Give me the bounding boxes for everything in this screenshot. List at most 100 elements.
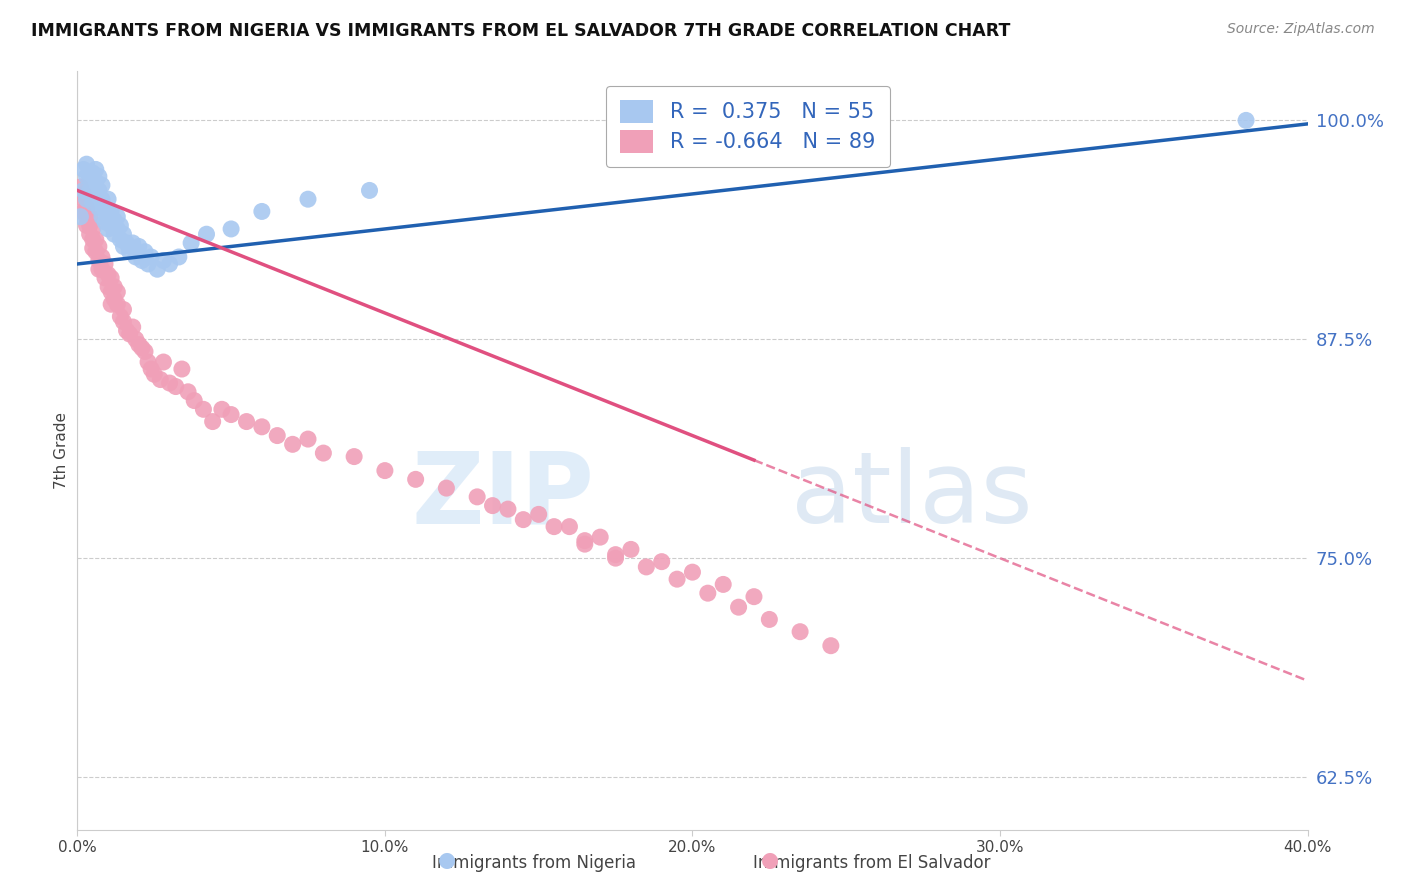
- Point: [82, 195, 104, 210]
- Point: [201, 415, 224, 429]
- Point: [97, 222, 120, 236]
- Point: [727, 600, 749, 615]
- Point: [112, 302, 135, 317]
- Point: [666, 572, 689, 586]
- Point: [183, 393, 205, 408]
- Point: [112, 227, 135, 242]
- Point: [235, 415, 257, 429]
- Point: [1234, 113, 1257, 128]
- Point: [97, 192, 120, 206]
- Point: [152, 253, 174, 268]
- Text: Immigrants from El Salvador: Immigrants from El Salvador: [754, 855, 990, 872]
- Point: [574, 537, 596, 551]
- Point: [250, 204, 273, 219]
- Y-axis label: 7th Grade: 7th Grade: [53, 412, 69, 489]
- Point: [100, 297, 122, 311]
- Point: [343, 450, 366, 464]
- Point: [79, 210, 101, 224]
- Point: [82, 166, 104, 180]
- Point: [405, 472, 427, 486]
- Point: [87, 253, 110, 268]
- Point: [250, 419, 273, 434]
- Point: [128, 239, 150, 253]
- Point: [84, 244, 107, 259]
- Point: [121, 320, 143, 334]
- Point: [79, 219, 101, 233]
- Point: [87, 262, 110, 277]
- Point: [90, 192, 114, 206]
- Point: [605, 548, 627, 562]
- Point: [180, 235, 202, 250]
- Point: [100, 204, 122, 219]
- Point: [128, 337, 150, 351]
- Text: Immigrants from Nigeria: Immigrants from Nigeria: [432, 855, 637, 872]
- Point: [97, 204, 120, 219]
- Legend: R =  0.375   N = 55, R = -0.664   N = 89: R = 0.375 N = 55, R = -0.664 N = 89: [606, 86, 890, 168]
- Point: [152, 355, 174, 369]
- Point: [481, 499, 503, 513]
- Point: [82, 180, 104, 194]
- Point: [636, 560, 658, 574]
- Point: [131, 341, 153, 355]
- Point: [136, 355, 159, 369]
- Point: [84, 162, 107, 177]
- Point: [103, 213, 125, 227]
- Point: [112, 315, 135, 329]
- Point: [110, 310, 132, 324]
- Point: [87, 201, 110, 215]
- Point: [170, 362, 193, 376]
- Point: [143, 368, 166, 382]
- Point: [219, 222, 242, 236]
- Point: [84, 175, 107, 189]
- Point: [94, 271, 117, 285]
- Point: [527, 508, 550, 522]
- Point: [312, 446, 335, 460]
- Point: [297, 432, 319, 446]
- Point: [496, 502, 519, 516]
- Point: [110, 219, 132, 233]
- Point: [105, 210, 128, 224]
- Point: [121, 235, 143, 250]
- Point: [97, 279, 120, 293]
- Point: [94, 201, 117, 215]
- Point: [195, 227, 218, 242]
- Point: [82, 232, 104, 246]
- Point: [76, 157, 98, 171]
- Point: [159, 376, 181, 390]
- Point: [605, 551, 627, 566]
- Point: [79, 169, 101, 184]
- Point: [118, 326, 141, 341]
- Point: [512, 513, 534, 527]
- Point: [87, 239, 110, 253]
- Point: [76, 192, 98, 206]
- Point: [374, 464, 396, 478]
- Point: [159, 257, 181, 271]
- Point: [651, 555, 673, 569]
- Point: [79, 227, 101, 242]
- Text: ●: ●: [762, 850, 779, 870]
- Point: [165, 379, 187, 393]
- Point: [125, 250, 148, 264]
- Point: [76, 210, 98, 224]
- Point: [87, 169, 110, 184]
- Point: [465, 490, 488, 504]
- Point: [558, 519, 581, 533]
- Point: [97, 268, 120, 282]
- Point: [266, 428, 288, 442]
- Point: [90, 250, 114, 264]
- Point: [105, 222, 128, 236]
- Point: [112, 239, 135, 253]
- Point: [219, 408, 242, 422]
- Point: [69, 180, 91, 194]
- Point: [118, 244, 141, 259]
- Point: [87, 183, 110, 197]
- Point: [90, 178, 114, 193]
- Point: [436, 481, 458, 495]
- Point: [193, 402, 215, 417]
- Point: [110, 232, 132, 246]
- Point: [711, 577, 734, 591]
- Point: [82, 241, 104, 255]
- Point: [84, 232, 107, 246]
- Point: [94, 257, 117, 271]
- Point: [79, 183, 101, 197]
